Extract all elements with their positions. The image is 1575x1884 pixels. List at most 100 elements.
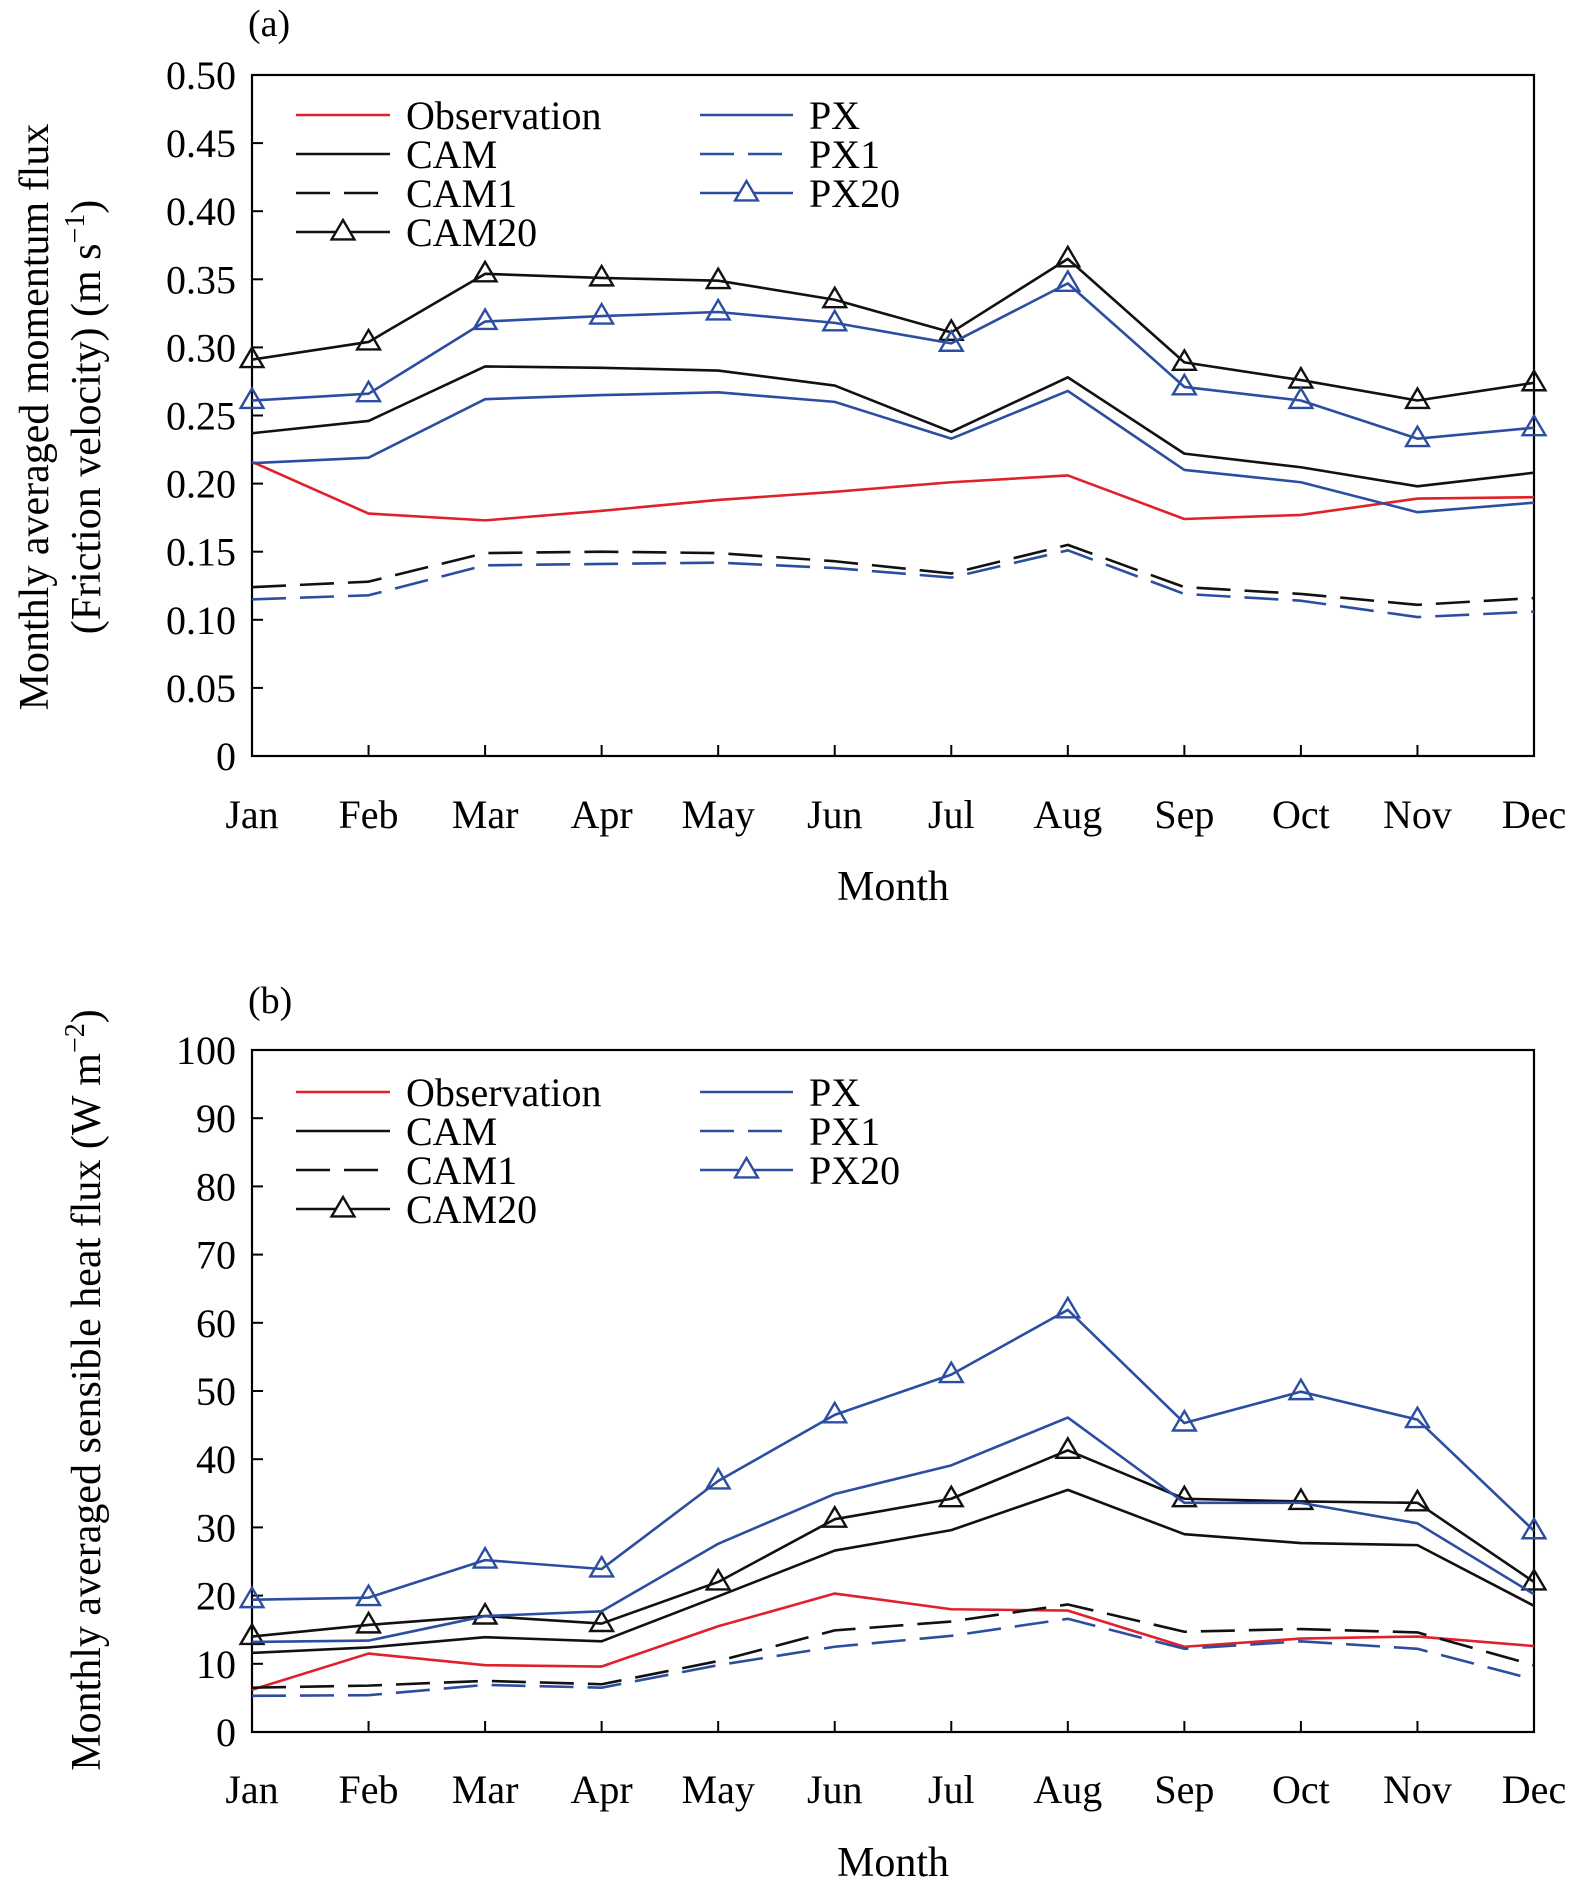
panel-b-marker-cam20: [355, 1610, 383, 1634]
panel-b-legend-label-px: PX: [809, 1070, 860, 1115]
panel-a-marker-cam20: [821, 285, 849, 309]
panel-a-xtick-label: Mar: [452, 792, 519, 837]
panel-a-legend-label-px20: PX20: [809, 171, 900, 216]
panel-a-marker-px20: [1170, 372, 1198, 396]
panel-a-marker-px20: [1287, 386, 1315, 410]
panel-b-marker-cam20: [238, 1622, 266, 1646]
panel-a-ytick-label: 0.50: [166, 53, 236, 98]
panel-b-legend-label-observation: Observation: [406, 1070, 602, 1115]
panel-b-legend-item-px20: PX20: [700, 1148, 900, 1193]
panel-b-series-line-px: [251, 1416, 1535, 1644]
panel-b-series: [238, 1295, 1548, 1698]
panel-a-xtick-label: Jul: [928, 792, 975, 837]
panel-a-marker-cam20: [1403, 386, 1431, 410]
panel-a-marker-px20: [1403, 424, 1431, 448]
panel-b-sensible-heat-flux: (b) Monthly averaged sensible heat flux …: [60, 980, 1566, 1884]
panel-b-ytick-label: 10: [196, 1642, 236, 1687]
panel-b-marker-cam20: [471, 1601, 499, 1625]
panel-b-legend-item-cam: CAM: [296, 1109, 497, 1154]
panel-b-xtick-label: Jan: [225, 1767, 278, 1812]
panel-b-marker-cam20: [1403, 1488, 1431, 1512]
panel-a-legend-item-px: PX: [700, 93, 860, 138]
panel-b-xlabel: Month: [837, 1840, 949, 1884]
panel-a-legend-item-cam: CAM: [296, 132, 497, 177]
panel-b-ytick-label: 20: [196, 1574, 236, 1619]
panel-b-ylabel: Monthly averaged sensible heat flux (W m…: [60, 1009, 110, 1771]
panel-a-xtick-label: Aug: [1033, 792, 1102, 837]
panel-b-series-line-cam20: [251, 1449, 1535, 1638]
panel-b-marker-cam20: [821, 1504, 849, 1528]
panel-a-legend-label-cam1: CAM1: [406, 171, 517, 216]
panel-b-series-line-observation: [251, 1592, 1535, 1691]
panel-a-ytick-label: 0: [216, 734, 236, 779]
panel-a-label: (a): [248, 3, 290, 45]
panel-b-legend-label-cam: CAM: [406, 1109, 497, 1154]
panel-a-legend-label-px: PX: [809, 93, 860, 138]
panel-b-marker-cam20: [1287, 1487, 1315, 1511]
panel-b-series-line-px20: [251, 1308, 1535, 1601]
panel-b-marker-cam20: [937, 1484, 965, 1508]
panel-a-marker-cam20: [1054, 244, 1082, 268]
panel-b-ytick-label: 90: [196, 1096, 236, 1141]
panel-b-xtick-label: Aug: [1033, 1767, 1102, 1812]
panel-b-xtick-label: Nov: [1383, 1767, 1452, 1812]
panel-a-series-line-observation: [251, 460, 1535, 522]
panel-b-ytick-label: 100: [176, 1028, 236, 1073]
panel-b-marker-px20: [471, 1545, 499, 1569]
panel-a-marker-px20: [471, 307, 499, 331]
panel-a-ylabel-line1: Monthly averaged momentum flux: [12, 124, 58, 711]
panel-a-marker-px20: [1520, 413, 1548, 437]
panel-a-xtick-label: Jun: [807, 792, 863, 837]
panel-b-xtick-label: Sep: [1154, 1767, 1214, 1812]
panel-a-ytick-label: 0.40: [166, 189, 236, 234]
panel-b-label: (b): [248, 980, 292, 1022]
panel-b-marker-cam20: [1170, 1484, 1198, 1508]
panel-b-marker-px20: [1520, 1516, 1548, 1540]
panel-a-legend-item-cam1: CAM1: [296, 171, 517, 216]
panel-a-marker-cam20: [1520, 368, 1548, 392]
panel-a-marker-px20: [704, 297, 732, 321]
panel-a-marker-px20: [588, 301, 616, 325]
panel-a-xlabel: Month: [837, 864, 949, 910]
panel-a-momentum-flux: (a) Monthly averaged momentum flux (Fric…: [12, 3, 1566, 910]
panel-b-ytick-label: 80: [196, 1164, 236, 1209]
panel-a-marker-cam20: [588, 263, 616, 287]
panel-b-series-line-px1: [251, 1617, 1535, 1698]
panel-a-xtick-label: Dec: [1502, 792, 1566, 837]
panel-b-series-line-cam: [251, 1488, 1535, 1655]
panel-b-marker-px20: [588, 1554, 616, 1578]
panel-a-series-line-px20: [251, 282, 1535, 440]
panel-a-ytick-label: 0.45: [166, 121, 236, 166]
panel-b-ytick-label: 0: [216, 1710, 236, 1755]
panel-a-legend-label-px1: PX1: [809, 132, 880, 177]
panel-a-legend-marker-px20: [733, 178, 760, 202]
panel-a-xtick-label: Feb: [339, 792, 399, 837]
panel-a-ytick-label: 0.05: [166, 666, 236, 711]
panel-b-legend-label-cam1: CAM1: [406, 1148, 517, 1193]
panel-b-xtick-label: May: [682, 1767, 755, 1812]
panel-b-ytick-label: 70: [196, 1233, 236, 1278]
panel-a-legend-item-cam20: CAM20: [296, 210, 537, 255]
panel-b-legend-label-px20: PX20: [809, 1148, 900, 1193]
panel-b-marker-px20: [704, 1466, 732, 1490]
panel-a-marker-px20: [238, 386, 266, 410]
panel-b-legend-marker-cam20: [329, 1194, 357, 1218]
panel-a-marker-cam20: [471, 259, 499, 283]
panel-a-series-line-cam1: [251, 543, 1535, 607]
panel-b-ytick-label: 60: [196, 1301, 236, 1346]
panel-b-legend-label-px1: PX1: [809, 1109, 880, 1154]
panel-b-marker-px20: [821, 1400, 849, 1424]
panel-a-series-line-px: [251, 389, 1535, 514]
panel-b-ytick-label: 30: [196, 1505, 236, 1550]
panel-b-ytick-label: 40: [196, 1437, 236, 1482]
panel-a-marker-px20: [937, 328, 965, 352]
panel-b-marker-px20: [1170, 1408, 1198, 1432]
panel-b-xtick-label: Mar: [452, 1767, 519, 1812]
panel-a-marker-px20: [1054, 269, 1082, 293]
panel-a-ytick-label: 0.10: [166, 598, 236, 643]
panel-b-legend-item-observation: Observation: [296, 1070, 602, 1115]
panel-b-marker-cam20: [1054, 1435, 1082, 1459]
panel-b-legend-item-px1: PX1: [700, 1109, 880, 1154]
